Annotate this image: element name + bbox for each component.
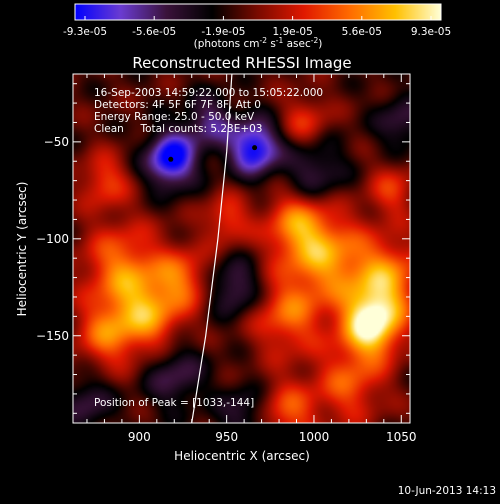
info-block: 16-Sep-2003 14:59:22.000 to 15:05:22.000… bbox=[94, 87, 323, 135]
colorbar-tick-label: 1.9e-05 bbox=[272, 26, 312, 38]
heatmap-image bbox=[73, 74, 410, 423]
x-tick-label: 1050 bbox=[386, 430, 417, 444]
footer-date: 10-Jun-2013 14:13 bbox=[398, 485, 496, 497]
x-tick-label: 900 bbox=[128, 430, 151, 444]
colorbar-tick-label: -1.9e-05 bbox=[201, 26, 245, 38]
peak-position-label: Position of Peak = [1033,-144] bbox=[94, 397, 254, 409]
colorbar-tick-label: -9.3e-05 bbox=[63, 26, 107, 38]
plot-frame bbox=[72, 73, 411, 424]
y-tick-label: −150 bbox=[36, 329, 69, 343]
info-energy-range: Energy Range: 25.0 - 50.0 keV bbox=[94, 111, 255, 123]
colorbar-tick-label: 5.6e-05 bbox=[342, 26, 382, 38]
colorbar-strip bbox=[74, 3, 442, 21]
colorbar: -9.3e-05 -5.6e-05 -1.9e-05 1.9e-05 5.6e-05 9.… bbox=[63, 3, 451, 50]
colorbar-unit: (photons cm-2 s-1 asec-2) bbox=[194, 36, 323, 50]
x-axis-label: Heliocentric X (arcsec) bbox=[174, 449, 310, 463]
colorbar-tick-label: 9.3e-05 bbox=[411, 26, 451, 38]
y-tick-label: −50 bbox=[44, 135, 69, 149]
plot-area: 900 950 1000 1050 −50 −100 −150 16-Sep-2003 14… bbox=[36, 73, 417, 444]
x-tick-label: 950 bbox=[215, 430, 238, 444]
info-clean-counts: Clean Total counts: 5.23E+03 bbox=[94, 123, 263, 135]
source-marker bbox=[252, 145, 258, 151]
info-detectors: Detectors: 4F 5F 6F 7F 8F, Att 0 bbox=[94, 99, 261, 111]
axis-ticks: 900 950 1000 1050 −50 −100 −150 bbox=[36, 74, 417, 444]
colorbar-tick-label: -5.6e-05 bbox=[132, 26, 176, 38]
chart-title: Reconstructed RHESSI Image bbox=[132, 54, 351, 72]
solar-limb-curve bbox=[191, 74, 233, 423]
colorbar-ticks: -9.3e-05 -5.6e-05 -1.9e-05 1.9e-05 5.6e-05 9.… bbox=[63, 16, 451, 38]
info-time-range: 16-Sep-2003 14:59:22.000 to 15:05:22.000 bbox=[94, 87, 323, 99]
y-tick-label: −100 bbox=[36, 232, 69, 246]
x-tick-label: 1000 bbox=[299, 430, 330, 444]
source-marker bbox=[168, 156, 174, 162]
y-axis-label: Heliocentric Y (arcsec) bbox=[15, 182, 29, 317]
